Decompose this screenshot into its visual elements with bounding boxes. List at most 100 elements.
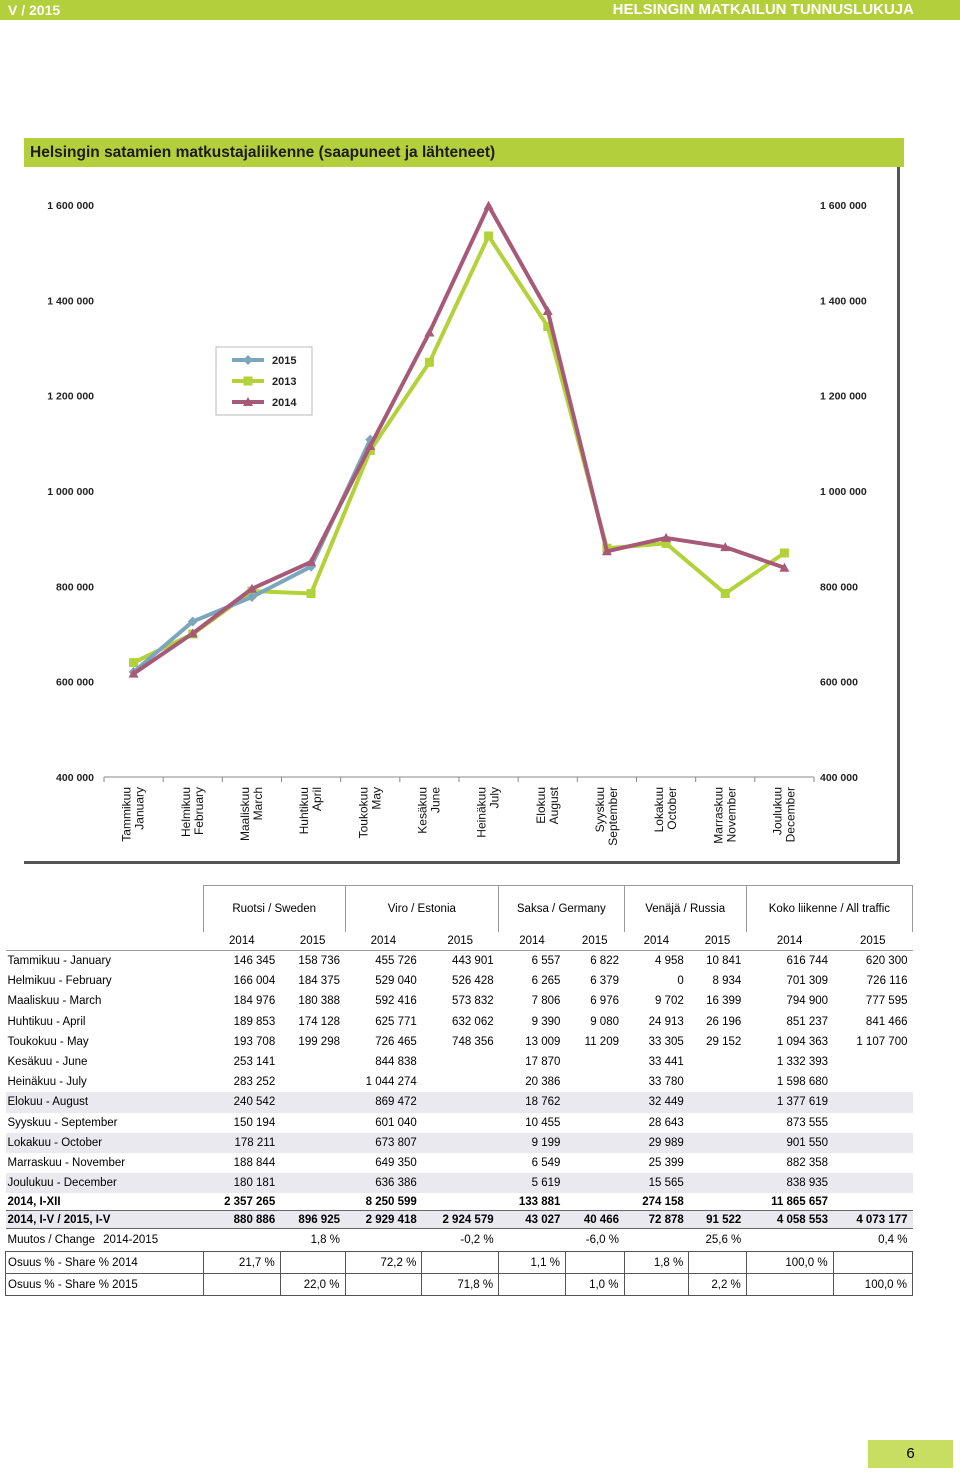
table-cell: 701 309 (786, 975, 829, 988)
table-cell: 838 935 (746, 1173, 834, 1194)
table-cell (421, 1173, 499, 1194)
table-cell: 180 388 (298, 995, 340, 1008)
total-row-i-v: 2014, I-V / 2015, I-V 880 886 896 925 2 929… (5, 1210, 913, 1229)
month-label-fi: Elokuu (534, 787, 548, 824)
table-cell: 146 345 (233, 955, 276, 968)
table-cell (745, 1273, 834, 1297)
row-label: Tammikuu - January (7, 955, 112, 968)
table-cell (422, 1193, 499, 1211)
total-row-2014: 2014, I-XII 2 357 265 8 250 599 133 881 274 … (6, 1193, 913, 1211)
table-cell (280, 1052, 345, 1072)
table-cell: 72 878 (624, 1210, 689, 1229)
table-corner (5, 932, 204, 951)
table-cell: 2,2 % (688, 1273, 747, 1297)
year-header-cell: 2014 (746, 932, 834, 951)
chart-frame: 400 000 400 000 600 000 600 000 800 000 800 0… (24, 167, 900, 864)
table-cell (279, 1251, 346, 1275)
month-label: Joulukuu December (770, 787, 797, 842)
data-point-diamond (246, 592, 257, 603)
table-cell: 1,0 % (564, 1273, 625, 1297)
table-cell: 26 196 (706, 1015, 742, 1028)
month-label-en: October (665, 787, 679, 830)
series-line-2014 (132, 203, 786, 676)
month-label-fi: Joulukuu (770, 787, 784, 835)
month-label-en: September (606, 787, 620, 846)
month-label-fi: Helmikuu (179, 787, 193, 837)
table-cell: 1 044 274 (365, 1076, 417, 1089)
month-label: Toukokuu May (356, 787, 383, 838)
table-row: Helmikuu - February 166 004 184 375 529 040… (6, 971, 913, 991)
table-cell: 9 080 (590, 1015, 619, 1028)
table-cell: 6 265 (531, 975, 561, 988)
data-point-diamond (187, 616, 198, 627)
column-group-header: Ruotsi / Sweden (202, 885, 345, 932)
year-header-cell: 2015 (280, 932, 345, 951)
data-point-triangle (601, 546, 612, 556)
month-label-en: November (724, 787, 738, 842)
table-cell (280, 1092, 345, 1113)
table-cell: 901 550 (746, 1132, 834, 1153)
month-label: Maaliskuu March (238, 787, 265, 841)
table-cell: 189 853 (233, 1015, 276, 1028)
table-cell: 274 158 (642, 1195, 684, 1208)
table-cell: 178 211 (203, 1132, 281, 1153)
table-cell: 100,0 % (745, 1251, 834, 1275)
table-cell: 16 399 (706, 995, 742, 1008)
change-label: Muutos / Change (7, 1234, 96, 1247)
y-tick-label-left: 1 400 000 (47, 295, 94, 307)
table-cell: 28 643 (648, 1116, 684, 1129)
row-label: Kesäkuu - June (7, 1056, 88, 1069)
data-point-triangle (424, 327, 435, 337)
table-cell: 673 807 (345, 1132, 422, 1153)
table-cell: 100,0 % (832, 1273, 914, 1297)
table-cell (833, 1193, 912, 1211)
table-cell: 649 350 (375, 1156, 417, 1169)
change-period: 2014-2015 (103, 1234, 159, 1247)
data-point-triangle (720, 542, 731, 552)
table-cell: 0 (677, 975, 684, 988)
year-header-cell: 2015 (833, 932, 913, 951)
table-cell: 32 449 (624, 1092, 689, 1113)
series-line-2015 (132, 438, 373, 674)
data-point-square (243, 376, 253, 386)
y-tick-label-right: 1 000 000 (820, 486, 867, 498)
table-cell: 11 209 (584, 1035, 619, 1048)
table-cell (689, 1193, 747, 1211)
table-cell: 1 377 619 (746, 1092, 834, 1113)
table-cell: 841 466 (865, 1015, 908, 1028)
y-tick-label-left: 600 000 (56, 677, 94, 689)
y-tick-label-left: 1 600 000 (47, 200, 94, 212)
table-cell: 9 702 (654, 995, 684, 1008)
month-label-fi: Syyskuu (593, 787, 607, 832)
data-table: Ruotsi / Sweden Viro / Estonia Saksa / Ger… (5, 885, 914, 1297)
data-point-square (129, 658, 139, 668)
line-chart: 400 000 400 000 600 000 600 000 800 000 800 0… (47, 200, 867, 846)
table-cell (280, 1153, 345, 1173)
month-label-en: July (488, 787, 502, 808)
table-cell: 33 305 (648, 1035, 684, 1048)
data-point-triangle (483, 200, 494, 210)
row-label: 2014, I-XII (7, 1195, 61, 1208)
table-cell: 5 619 (498, 1173, 566, 1194)
table-cell: 158 736 (298, 955, 340, 968)
table-cell: 9 199 (498, 1132, 566, 1153)
month-label: Marraskuu November (711, 787, 738, 844)
table-cell (280, 1113, 345, 1133)
table-cell: 882 358 (786, 1156, 829, 1169)
table-cell (689, 1072, 747, 1092)
row-label: Helmikuu - February (7, 975, 112, 988)
table-cell: 6 549 (531, 1156, 561, 1169)
table-cell (688, 1173, 747, 1194)
table-cell (565, 1153, 624, 1173)
table-cell (833, 1052, 912, 1072)
table-cell: 794 900 (786, 995, 829, 1008)
data-point-square (720, 588, 730, 598)
table-cell: 20 386 (525, 1076, 561, 1089)
data-point-square (365, 445, 375, 455)
table-cell: 851 237 (786, 1015, 829, 1028)
y-tick-label-left: 800 000 (56, 581, 94, 593)
y-tick-label-right: 400 000 (820, 772, 858, 784)
table-cell: 2 924 579 (421, 1210, 499, 1229)
table-cell: 72,2 % (344, 1251, 423, 1275)
table-cell: 443 901 (452, 955, 494, 968)
